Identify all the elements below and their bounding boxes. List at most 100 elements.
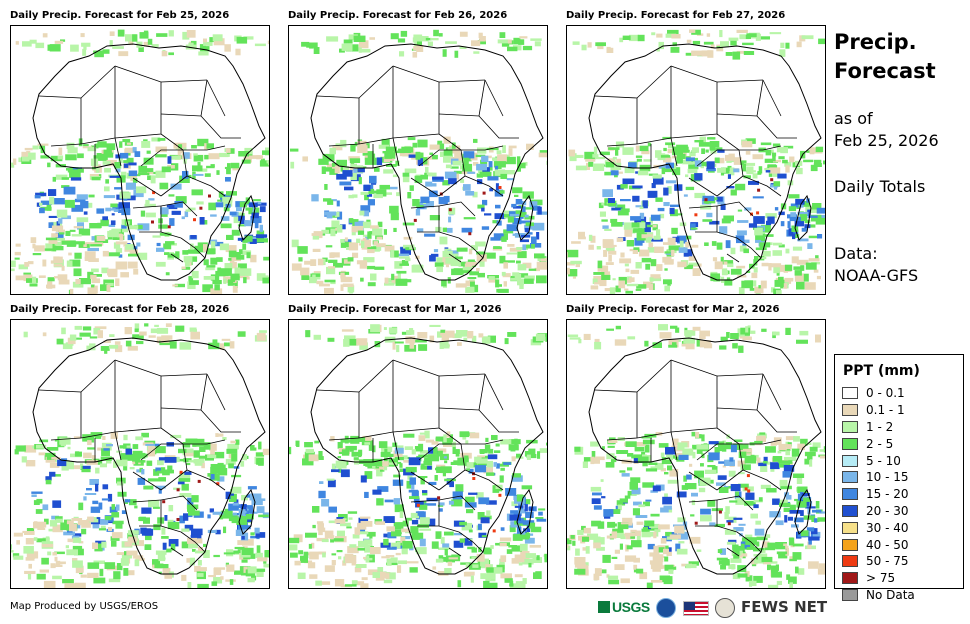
precip-cell [604, 171, 611, 176]
precip-cell [639, 572, 648, 580]
precip-cell [745, 151, 751, 155]
precip-cell [475, 241, 486, 247]
precip-cell [772, 152, 777, 157]
precip-cell [263, 563, 269, 568]
precip-cell [436, 266, 443, 273]
precip-cell [161, 536, 169, 539]
precip-cell [500, 467, 505, 471]
precip-cell [546, 160, 547, 165]
precip-cell [706, 33, 711, 37]
precip-cell [610, 218, 618, 223]
precip-cell [66, 142, 75, 150]
precip-cell [358, 47, 362, 53]
precip-cell [244, 276, 250, 280]
precip-cell [76, 217, 89, 223]
precip-cell [88, 258, 99, 262]
precip-cell [452, 160, 462, 166]
legend-label: 1 - 2 [866, 419, 894, 434]
precip-cell [247, 506, 254, 515]
precip-cell [817, 568, 825, 575]
precip-cell [644, 520, 655, 527]
precip-cell [66, 520, 74, 525]
precip-cell [344, 584, 357, 587]
precip-cell [687, 168, 698, 174]
precip-cell [498, 463, 509, 467]
precip-cell [639, 212, 645, 220]
precip-cell [522, 578, 527, 584]
country-border [484, 145, 504, 151]
precip-cell [756, 457, 761, 465]
precip-cell [447, 147, 453, 150]
precip-cell [181, 483, 189, 491]
precip-cell [656, 264, 663, 271]
precip-cell [73, 436, 81, 439]
country-border [606, 437, 638, 441]
precip-cell [372, 489, 382, 495]
country-border [410, 471, 440, 491]
precip-cell [480, 517, 490, 524]
precip-cell [641, 451, 646, 455]
precip-cell [782, 159, 788, 164]
precip-cell [224, 342, 231, 347]
precip-cell [650, 513, 660, 517]
precip-cell [676, 158, 683, 164]
precip-cell [610, 162, 622, 170]
precip-cell [803, 515, 816, 520]
precip-cell [351, 44, 359, 52]
precip-cell [307, 562, 316, 569]
precip-cell [758, 285, 762, 289]
precip-cell [641, 531, 651, 538]
precip-cell [507, 46, 518, 52]
precip-cell [792, 543, 804, 547]
precip-cell [650, 214, 661, 221]
precip-cell [46, 447, 59, 451]
precip-cell [185, 209, 192, 212]
precip-cell [738, 287, 745, 294]
precip-cell [808, 561, 819, 569]
precip-cell [364, 491, 369, 498]
precip-cell [512, 473, 521, 478]
precip-cell [488, 277, 497, 283]
precip-cell [115, 504, 120, 511]
precip-cell [716, 482, 726, 486]
precip-cell [567, 334, 579, 337]
precip-cell [501, 271, 506, 276]
precip-cell [256, 230, 265, 235]
country-border [716, 469, 744, 491]
precip-cell [823, 160, 825, 165]
precip-cell [454, 173, 460, 180]
precip-cell [758, 497, 763, 502]
precip-cell [216, 170, 220, 175]
precip-cell [789, 156, 795, 163]
precip-cell [815, 501, 820, 509]
precip-cell [779, 49, 786, 57]
precip-cell [466, 468, 470, 471]
precip-cell [57, 459, 67, 467]
precip-cell [495, 204, 501, 209]
country-border [410, 177, 440, 197]
precip-cell [115, 278, 120, 286]
precip-cell [726, 541, 736, 545]
precip-cell [729, 167, 735, 176]
precip-cell [11, 268, 15, 272]
precip-cell [213, 451, 225, 459]
precip-cell [530, 243, 542, 248]
precip-cell [441, 339, 449, 345]
precip-cell [337, 442, 343, 449]
precip-cell [672, 148, 683, 155]
precip-cell [192, 549, 196, 552]
precip-cell [144, 440, 156, 444]
precip-cell [362, 151, 374, 156]
precip-cell [183, 256, 193, 263]
precip-cell [406, 561, 419, 564]
precip-cell [324, 211, 337, 216]
precip-cell [25, 557, 35, 561]
precip-cell [220, 510, 233, 519]
precip-cell [590, 456, 595, 465]
precip-cell [455, 449, 460, 457]
precip-cell [358, 437, 366, 442]
precip-cell [359, 531, 369, 535]
precip-cell [570, 535, 575, 539]
precip-cell [127, 225, 139, 230]
precip-cell [164, 573, 172, 579]
